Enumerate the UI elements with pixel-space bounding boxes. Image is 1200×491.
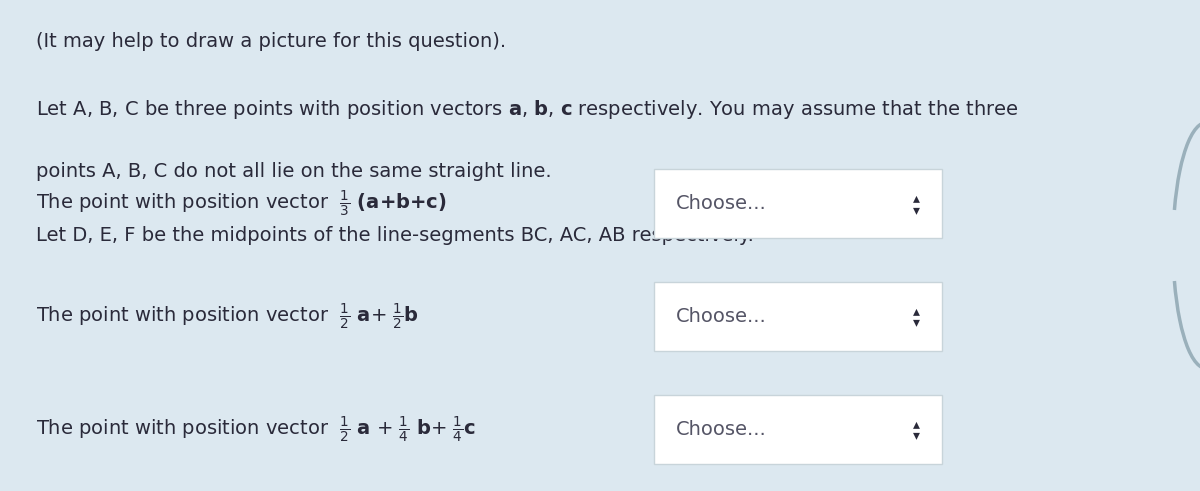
FancyBboxPatch shape bbox=[654, 395, 942, 464]
Text: ▴
▾: ▴ ▾ bbox=[913, 191, 920, 217]
Text: Choose...: Choose... bbox=[676, 307, 767, 326]
Text: The point with position vector  $\frac{1}{2}$ $\mathbf{a}$ + $\frac{1}{4}$ $\mat: The point with position vector $\frac{1}… bbox=[36, 414, 476, 445]
Text: The point with position vector  $\frac{1}{3}$ $\mathbf{(a{+}b{+}c)}$: The point with position vector $\frac{1}… bbox=[36, 189, 446, 219]
Text: points A, B, C do not all lie on the same straight line.: points A, B, C do not all lie on the sam… bbox=[36, 162, 552, 181]
Text: The point with position vector  $\frac{1}{2}$ $\mathbf{a}$+ $\frac{1}{2}$$\mathb: The point with position vector $\frac{1}… bbox=[36, 301, 419, 332]
FancyBboxPatch shape bbox=[654, 169, 942, 238]
FancyBboxPatch shape bbox=[654, 282, 942, 351]
Text: Let A, B, C be three points with position vectors $\mathbf{a}$, $\mathbf{b}$, $\: Let A, B, C be three points with positio… bbox=[36, 98, 1019, 121]
Text: Let D, E, F be the midpoints of the line-segments BC, AC, AB respectively.: Let D, E, F be the midpoints of the line… bbox=[36, 226, 754, 245]
Text: ▴
▾: ▴ ▾ bbox=[913, 417, 920, 442]
Text: Choose...: Choose... bbox=[676, 420, 767, 439]
Text: ▴
▾: ▴ ▾ bbox=[913, 304, 920, 329]
Text: Choose...: Choose... bbox=[676, 194, 767, 213]
Text: (It may help to draw a picture for this question).: (It may help to draw a picture for this … bbox=[36, 32, 506, 51]
